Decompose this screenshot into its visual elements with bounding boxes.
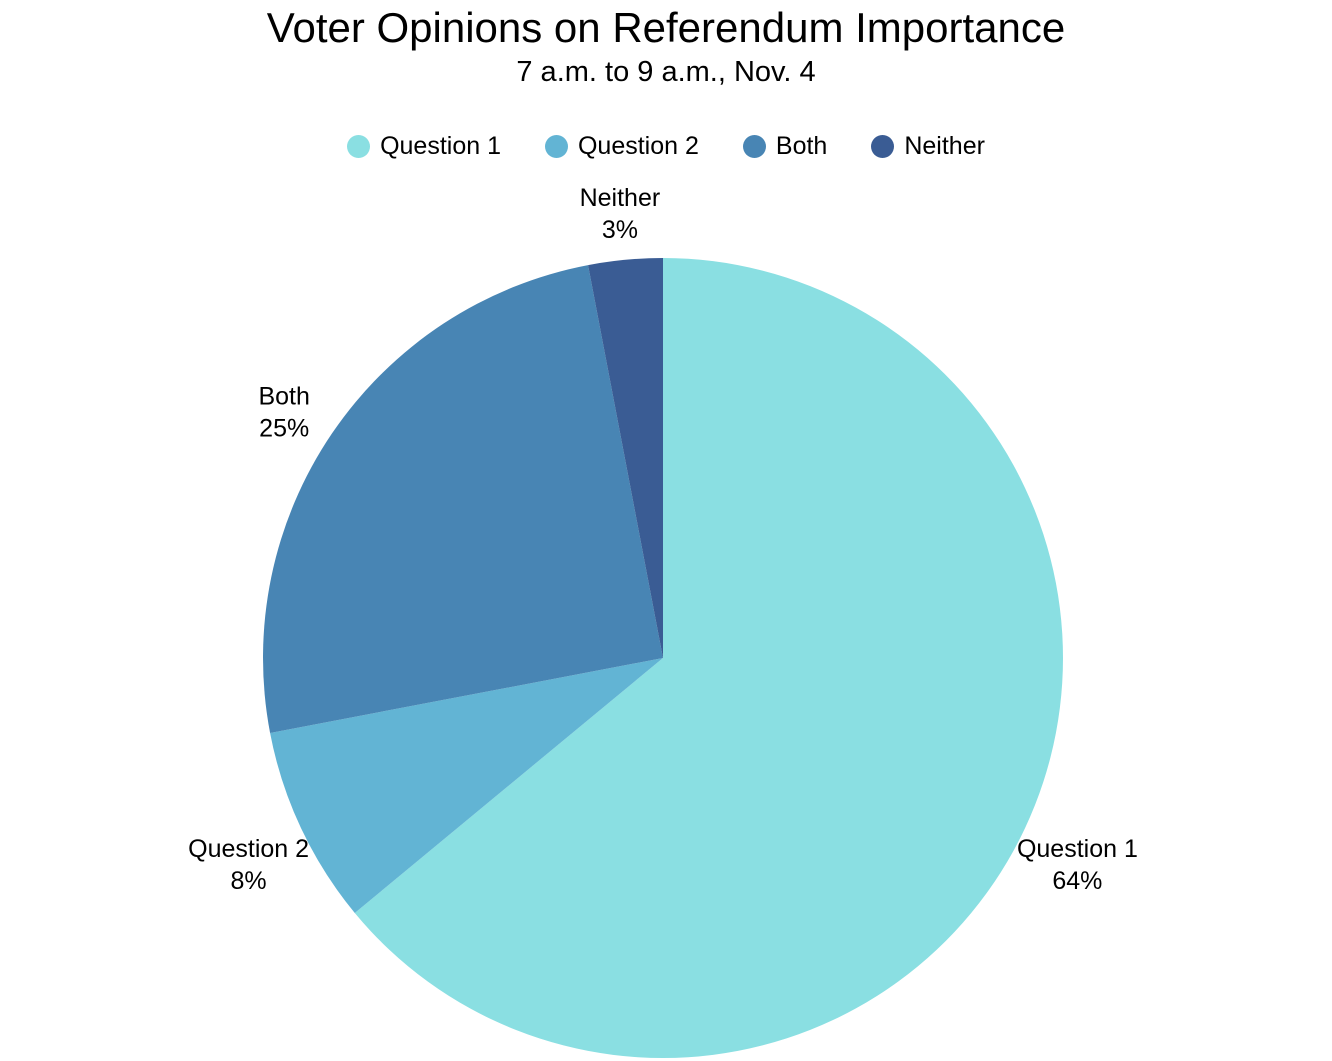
pie-slice-both[interactable] xyxy=(263,265,663,733)
legend-label-neither: Neither xyxy=(904,132,985,160)
legend-swatch-question-1-icon xyxy=(347,135,371,158)
pie-slice-question-1[interactable] xyxy=(354,258,1063,1058)
legend: Question 1 Question 2 Both Neither xyxy=(0,132,1332,161)
pie-slice-question-2[interactable] xyxy=(270,658,663,913)
legend-swatch-both-icon xyxy=(742,135,766,158)
slice-label-question-1: Question 1 64% xyxy=(1017,835,1138,895)
slice-label-neither: Neither 3% xyxy=(580,184,661,244)
chart-title: Voter Opinions on Referendum Importance xyxy=(266,4,1066,51)
legend-item-question-1[interactable]: Question 1 xyxy=(347,132,501,161)
legend-swatch-neither-icon xyxy=(871,135,895,158)
legend-label-question-1: Question 1 xyxy=(380,132,501,160)
legend-swatch-question-2-icon xyxy=(544,135,568,158)
legend-label-question-2: Question 2 xyxy=(577,132,699,160)
legend-label-both: Both xyxy=(775,132,828,160)
slice-label-both: Both 25% xyxy=(258,383,309,443)
legend-item-both[interactable]: Both xyxy=(742,132,828,161)
legend-item-neither[interactable]: Neither xyxy=(871,132,985,161)
pie-slice-neither[interactable] xyxy=(588,258,663,658)
slice-label-question-2: Question 2 8% xyxy=(188,835,309,895)
chart-subtitle: 7 a.m. to 9 a.m., Nov. 4 xyxy=(516,56,816,88)
legend-item-question-2[interactable]: Question 2 xyxy=(544,132,699,161)
